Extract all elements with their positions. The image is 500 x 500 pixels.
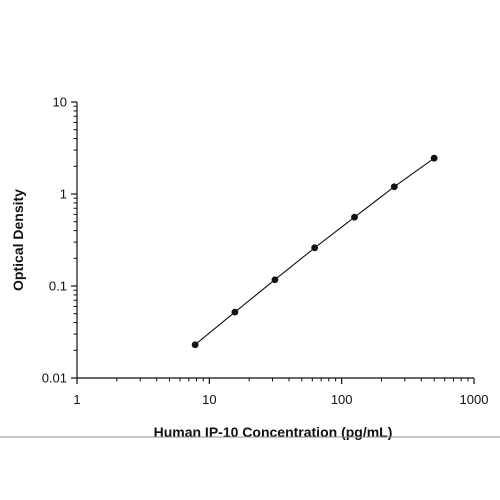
data-point [390, 183, 398, 191]
data-point [231, 308, 239, 316]
y-tick-label: 0.01 [42, 371, 67, 386]
data-point [191, 341, 199, 349]
tick-labels-layer: 1 10 100 1000 0.01 0.1 1 10 [42, 95, 489, 408]
x-tick-label: 100 [331, 392, 353, 407]
series-layer [191, 154, 438, 349]
x-tick-label: 1 [73, 392, 80, 407]
y-axis-title: Optical Density [10, 189, 26, 291]
y-tick-label: 1 [60, 187, 67, 202]
data-point [311, 244, 319, 252]
y-tick-label: 10 [53, 95, 67, 110]
data-point [271, 276, 279, 284]
data-point [430, 154, 438, 162]
x-axis-title: Human IP-10 Concentration (pg/mL) [154, 424, 393, 440]
x-tick-label: 10 [202, 392, 216, 407]
axes-layer [76, 102, 474, 379]
y-tick-label: 0.1 [49, 279, 67, 294]
ticks-layer [71, 101, 475, 384]
data-point [351, 213, 358, 221]
fit-line [194, 157, 435, 346]
x-tick-label: 1000 [460, 392, 489, 407]
